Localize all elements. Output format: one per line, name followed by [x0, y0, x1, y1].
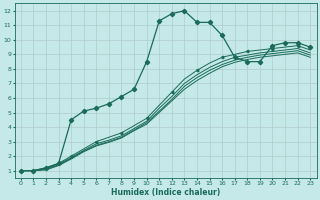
X-axis label: Humidex (Indice chaleur): Humidex (Indice chaleur) [111, 188, 220, 197]
